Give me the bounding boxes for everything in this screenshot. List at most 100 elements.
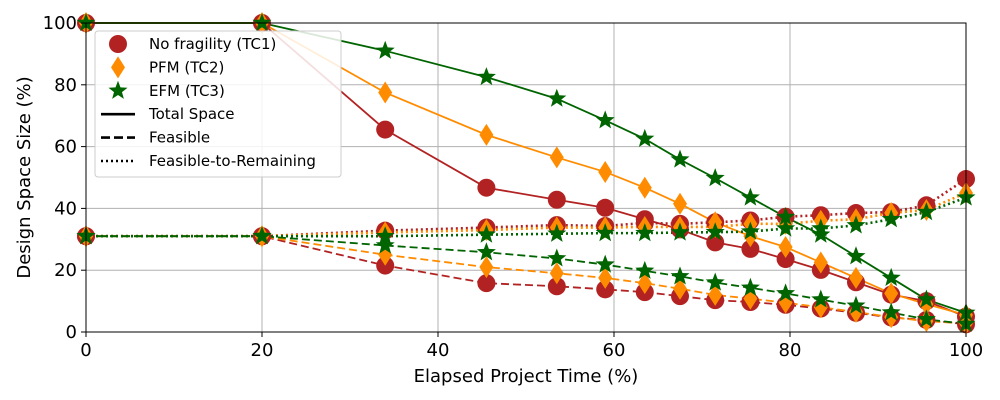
series-pfm-tc2-total-space-point [884,282,899,305]
series-efm-tc3-feasible-point [476,242,496,261]
series-efm-tc3-feasible-to-remaining-point [846,215,866,234]
series-efm-tc3-feasible-to-remaining-point [881,209,901,228]
x-tick-label: 80 [779,340,802,361]
series-efm-tc3-total-space-point [776,207,796,226]
plot-frame [85,22,967,333]
series-pfm-tc2-feasible-point [673,277,687,300]
series-no-fragility-tc1-total-space-point [547,190,566,209]
series-pfm-tc2-total-space-point [849,266,863,289]
series-efm-tc3-feasible-point [635,260,655,279]
series-efm-tc3-feasible-to-remaining-point [740,221,760,240]
series-efm-tc3-feasible-to-remaining-point [476,224,496,243]
series-pfm-tc2-feasible-point [598,266,613,289]
series-no-fragility-tc1-feasible-point [596,280,615,299]
series-pfm-tc2-feasible-to-remaining-line [86,191,967,238]
series-no-fragility-tc1-total-space-point [477,178,496,197]
series-pfm-tc2-feasible-point [708,283,723,306]
series-efm-tc3-feasible-to-remaining-point [776,218,796,237]
series-efm-tc3-feasible-to-remaining-point [811,218,831,237]
y-tick-label: 80 [54,75,77,96]
series-efm-tc3-feasible-to-remaining-line [86,196,967,238]
legend-box [94,30,342,178]
series-efm-tc3-feasible-point [375,235,395,254]
y-tick-label: 100 [43,13,77,34]
y-tick-label: 0 [66,322,77,343]
x-tick-label: 100 [949,340,983,361]
series-no-fragility-tc1-total-space-point [776,250,795,269]
series-efm-tc3-total-space-point [916,289,936,308]
series-efm-tc3-feasible-point [846,295,866,314]
series-pfm-tc2-total-space-point [598,160,613,183]
series-lines [86,22,967,326]
series-efm-tc3-feasible-point [811,289,831,308]
x-tick-label: 20 [251,340,274,361]
series-efm-tc3-feasible-to-remaining-point [705,222,725,241]
legend-label: EFM (TC3) [149,82,225,100]
series-pfm-tc2-total-space-point [549,146,564,169]
axis-ticks: 0 20 40 60 80 100 0 20 40 60 80 100 [43,13,984,361]
y-tick-label: 20 [54,260,77,281]
series-no-fragility-tc1-feasible-point [547,277,566,296]
series-efm-tc3-feasible-to-remaining-point [547,223,567,242]
series-efm-tc3-total-space-point [76,13,96,32]
series-efm-tc3-feasible-to-remaining-point [375,226,395,245]
series-efm-tc3-total-space-point [476,67,496,86]
series-efm-tc3-total-space-point [670,149,690,168]
series-efm-tc3-total-space-line [86,22,967,314]
x-tick-label: 60 [603,340,626,361]
series-efm-tc3-feasible-point [776,283,796,302]
series-efm-tc3-feasible-point [670,266,690,285]
series-markers [76,12,976,335]
legend-label: Total Space [148,105,235,123]
series-no-fragility-tc1-feasible-to-remaining-line [86,177,967,238]
y-axis-label: Design Space Size (%) [14,76,35,278]
y-tick-label: 60 [54,137,77,158]
series-no-fragility-tc1-feasible-line [86,235,967,326]
series-efm-tc3-total-space-point [705,168,725,187]
series-pfm-tc2-total-space-point [813,251,828,274]
series-pfm-tc2-feasible-point [549,262,564,285]
series-efm-tc3-total-space-point [740,187,760,206]
series-efm-tc3-total-space-point [595,110,615,129]
series-efm-tc3-total-space-point [635,128,655,147]
series-efm-tc3-feasible-point [705,272,725,291]
series-pfm-tc2-feasible-point [637,272,652,295]
legend-label: PFM (TC2) [149,58,224,76]
series-efm-tc3-feasible-point [916,309,936,328]
x-tick-label: 40 [427,340,450,361]
legend-marker [108,80,128,99]
series-efm-tc3-total-space-point [547,88,567,107]
y-tick-label: 40 [54,198,77,219]
series-pfm-tc2-total-space-line [86,22,967,316]
series-efm-tc3-total-space-point [881,267,901,287]
series-no-fragility-tc1-total-space-line [86,22,967,318]
series-efm-tc3-feasible-to-remaining-point [595,223,615,242]
series-pfm-tc2-total-space-point [778,236,793,259]
series-efm-tc3-feasible-point [547,248,567,267]
series-efm-tc3-feasible-point [881,302,901,321]
series-efm-tc3-total-space-point [846,246,866,265]
series-pfm-tc2-total-space-point [378,81,393,104]
series-no-fragility-tc1-total-space-point [376,120,395,139]
series-efm-tc3-feasible-line [86,235,967,325]
legend-label: Feasible [149,129,210,147]
series-efm-tc3-feasible-to-remaining-point [635,223,655,242]
series-efm-tc3-total-space-point [252,13,272,32]
series-no-fragility-tc1-total-space-point [596,198,615,217]
series-efm-tc3-feasible-to-remaining-point [916,202,936,221]
legend-marker [111,56,125,79]
x-tick-label: 0 [80,340,91,361]
legend: No fragility (TC1) PFM (TC2) EFM (TC3) Tota… [94,30,342,178]
x-axis-label: Elapsed Project Time (%) [414,366,639,387]
series-no-fragility-tc1-total-space-point [741,239,760,258]
series-efm-tc3-feasible-to-remaining-point [252,226,272,245]
legend-marker [109,35,127,53]
series-efm-tc3-feasible-point [740,277,760,296]
series-efm-tc3-total-space-point [811,224,831,243]
legend-label: Feasible-to-Remaining [149,152,316,170]
series-pfm-tc2-feasible-line [86,235,967,325]
series-pfm-tc2-feasible-point [479,256,494,279]
series-no-fragility-tc1-feasible-point [477,274,496,293]
series-pfm-tc2-total-space-point [637,176,652,199]
